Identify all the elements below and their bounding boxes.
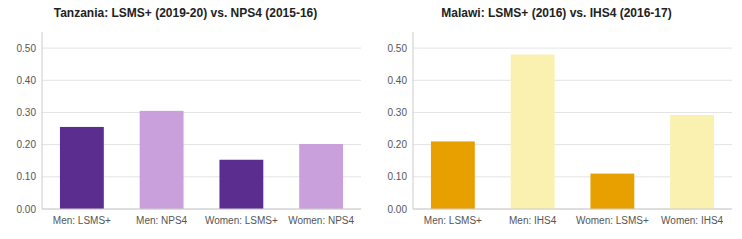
x-axis-line (42, 209, 361, 210)
title: Tanzania: LSMS+ (2019-20) vs. NPS4 (2015… (54, 6, 318, 20)
y-tick-label: 0.30 (388, 107, 408, 118)
x-tick-label: Men: NPS4 (136, 215, 188, 226)
x-axis-line (413, 209, 732, 210)
x-tick-label: Women: IHS4 (661, 215, 723, 226)
x-tick-label: Men: LSMS+ (53, 215, 111, 226)
x-tick-label: Women: NPS4 (288, 215, 354, 226)
title: Malawi: LSMS+ (2016) vs. IHS4 (2016-17) (441, 6, 671, 20)
grid-line (42, 112, 361, 113)
grid-line (42, 209, 361, 210)
bar (299, 144, 343, 209)
grid-line (42, 48, 361, 49)
y-axis-line (42, 32, 43, 209)
y-tick-label: 0.40 (388, 75, 408, 86)
bar (431, 141, 475, 209)
y-tick-label: 0.50 (388, 43, 408, 54)
bar (511, 55, 555, 209)
y-tick-label: 0.50 (17, 43, 37, 54)
bars (60, 111, 343, 209)
bars (431, 55, 714, 209)
bar (670, 115, 714, 209)
x-tick-label: Women: LSMS+ (576, 215, 649, 226)
grid-line (413, 209, 732, 210)
grid-line (413, 112, 732, 113)
y-axis-line (413, 32, 414, 209)
y-tick-label: 0.40 (17, 75, 37, 86)
y-tick-label: 0.20 (388, 139, 408, 150)
bar (590, 174, 634, 209)
panel: Malawi: LSMS+ (2016) vs. IHS4 (2016-17) 0… (388, 6, 732, 226)
grid-line (413, 80, 732, 81)
y-tick-label: 0.10 (388, 171, 408, 182)
x-tick-label: Men: IHS4 (509, 215, 557, 226)
x-tick-label: Men: LSMS+ (424, 215, 482, 226)
bar (219, 160, 263, 209)
grid-line (413, 48, 732, 49)
y-tick-label: 0.30 (17, 107, 37, 118)
grid-line (42, 80, 361, 81)
y-tick-label: 0.00 (388, 204, 408, 215)
y-tick-label: 0.20 (17, 139, 37, 150)
panel: Tanzania: LSMS+ (2019-20) vs. NPS4 (2015… (17, 6, 361, 226)
x-tick-label: Women: LSMS+ (205, 215, 278, 226)
bar (140, 111, 184, 209)
y-tick-label: 0.00 (17, 204, 37, 215)
bar (60, 127, 104, 209)
y-tick-label: 0.10 (17, 171, 37, 182)
figure: Tanzania: LSMS+ (2019-20) vs. NPS4 (2015… (0, 0, 742, 239)
